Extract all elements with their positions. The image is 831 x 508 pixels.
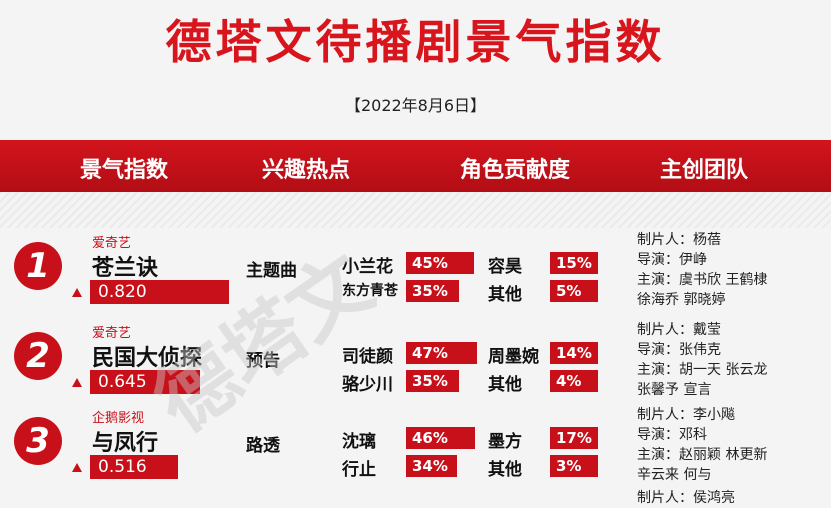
team-line: 制片人：杨蓓	[637, 232, 721, 248]
team-line: 制片人：戴莹	[637, 322, 721, 338]
table-row: 3 企鹅影视与凤行 0.516 路透 沈璃 46% 行止 34% 墨方 17% 其他 3% 制片人：李小…	[0, 403, 831, 493]
role-pct-bar: 47%	[406, 342, 477, 364]
rank-badge: 3	[14, 417, 62, 465]
role-pct-bar: 45%	[406, 252, 474, 274]
decorative-stripe	[0, 192, 831, 228]
team-line: 导演：邓科	[637, 427, 707, 443]
header-roles: 角色贡献度	[460, 158, 571, 183]
rank-badge: 1	[14, 242, 62, 290]
drama-name: 民国大侦探	[92, 346, 203, 371]
platform-label: 爱奇艺	[92, 236, 132, 251]
team-line: 主演：虞书欣 王鹤棣	[637, 272, 768, 288]
role-name: 墨方	[488, 432, 522, 452]
page-title: 德塔文待播剧景气指数	[165, 15, 666, 69]
score-bar: 0.516	[90, 455, 178, 479]
role-pct-bar: 4%	[550, 370, 598, 392]
role-name: 容昊	[488, 257, 522, 277]
up-arrow-icon	[72, 463, 82, 472]
role-name: 小兰花	[342, 257, 393, 277]
role-pct-bar: 5%	[550, 280, 598, 302]
role-name: 司徒颜	[342, 347, 393, 367]
team-line: 主演：胡一天 张云龙	[637, 362, 768, 378]
role-name: 周墨婉	[488, 347, 539, 367]
up-arrow-icon	[72, 378, 82, 387]
platform-label: 爱奇艺	[92, 326, 132, 341]
drama-name: 苍兰诀	[92, 256, 159, 281]
hot-topic: 主题曲	[246, 261, 297, 281]
role-name: 沈璃	[342, 432, 376, 452]
role-pct-bar: 15%	[550, 252, 598, 274]
rank-badge: 2	[14, 332, 62, 380]
role-pct-bar: 14%	[550, 342, 598, 364]
role-name: 其他	[488, 285, 522, 305]
role-name: 骆少川	[342, 375, 393, 395]
header-team: 主创团队	[660, 158, 749, 183]
role-name: 东方青苍	[342, 283, 398, 299]
hot-topic: 预告	[246, 351, 280, 371]
team-line: 导演：伊峥	[637, 252, 707, 268]
team-line: 徐海乔 郭晓婷	[637, 292, 726, 308]
role-pct-bar: 46%	[406, 427, 475, 449]
role-pct-bar: 3%	[550, 455, 598, 477]
role-name: 其他	[488, 460, 522, 480]
role-pct-bar: 34%	[406, 455, 457, 477]
score-bar: 0.820	[90, 280, 229, 304]
role-name: 行止	[342, 460, 376, 480]
drama-name: 与凤行	[92, 431, 159, 456]
role-pct-bar: 35%	[406, 370, 459, 392]
team-line: 导演：张伟克	[637, 342, 721, 358]
team-line: 辛云来 何与	[637, 467, 712, 483]
partial-team: 制片人：侯鸿亮	[637, 490, 735, 506]
header-bar: 景气指数 兴趣热点 角色贡献度 主创团队	[0, 140, 831, 192]
role-pct-bar: 35%	[406, 280, 459, 302]
team-line: 制片人：李小飚	[637, 407, 735, 423]
header-hot: 兴趣热点	[262, 158, 351, 183]
date-label: 【2022年8月6日】	[344, 96, 487, 115]
score-bar: 0.645	[90, 370, 200, 394]
header-index: 景气指数	[80, 158, 169, 183]
up-arrow-icon	[72, 288, 82, 297]
platform-label: 企鹅影视	[92, 411, 145, 426]
team-line: 主演：赵丽颖 林更新	[637, 447, 768, 463]
team-line: 张馨予 宣言	[637, 382, 712, 398]
table-row: 2 爱奇艺民国大侦探 0.645 预告 司徒颜 47% 骆少川 35% 周墨婉 14% 其他 4% 制片…	[0, 318, 831, 408]
role-pct-bar: 17%	[550, 427, 598, 449]
role-name: 其他	[488, 375, 522, 395]
table-row: 1 爱奇艺苍兰诀 0.820 主题曲 小兰花 45% 东方青苍 35% 容昊 15% 其他 5% 制片人…	[0, 228, 831, 318]
hot-topic: 路透	[246, 436, 280, 456]
